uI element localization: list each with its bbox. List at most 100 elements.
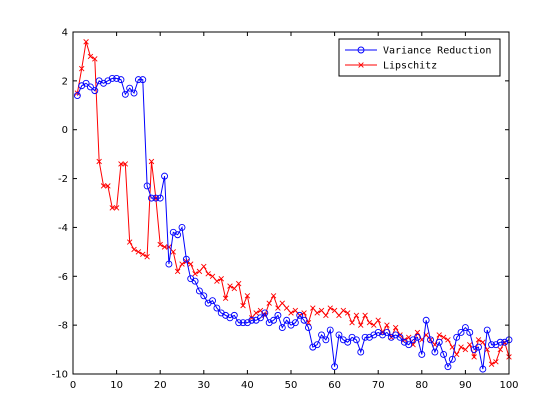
data-point-lipschitz: [414, 329, 421, 336]
data-point-variance-reduction: [195, 287, 203, 295]
data-point-variance-reduction: [91, 87, 99, 95]
data-point-lipschitz: [179, 261, 185, 267]
data-point-lipschitz: [331, 307, 338, 314]
data-point-lipschitz: [266, 300, 272, 306]
data-point-lipschitz: [188, 261, 194, 267]
data-point-lipschitz: [292, 307, 299, 314]
data-point-variance-reduction: [496, 338, 504, 346]
series-variance-reduction: [73, 74, 513, 373]
data-point-variance-reduction: [213, 304, 221, 312]
series-line-variance-reduction: [76, 77, 510, 370]
data-point-lipschitz: [375, 317, 381, 323]
data-point-lipschitz: [340, 307, 347, 314]
data-point-lipschitz: [270, 293, 277, 299]
data-point-lipschitz: [87, 53, 94, 60]
data-point-variance-reduction: [126, 84, 134, 92]
legend: Variance Reduction Lipschitz: [338, 38, 501, 77]
data-point-variance-reduction: [161, 172, 169, 180]
data-point-variance-reduction: [466, 329, 474, 336]
data-point-lipschitz: [440, 334, 447, 341]
data-point-lipschitz: [349, 319, 355, 326]
data-point-lipschitz: [100, 183, 107, 189]
data-point-lipschitz: [201, 263, 207, 270]
data-point-lipschitz: [366, 319, 373, 326]
data-point-lipschitz: [161, 244, 168, 250]
data-point-lipschitz: [174, 268, 181, 275]
data-point-variance-reduction: [200, 292, 208, 300]
y-tick-label: 0: [62, 125, 68, 136]
data-point-lipschitz: [205, 271, 211, 277]
y-tick-label: -10: [52, 370, 68, 381]
data-point-variance-reduction: [182, 255, 190, 263]
x-tick-label: 40: [241, 380, 254, 391]
data-point-variance-reduction: [86, 83, 94, 91]
data-point-variance-reduction: [318, 331, 325, 339]
data-point-variance-reduction: [230, 311, 238, 319]
data-point-variance-reduction: [82, 79, 90, 87]
data-point-lipschitz: [283, 305, 290, 311]
data-point-variance-reduction: [148, 194, 155, 202]
data-point-variance-reduction: [270, 316, 278, 324]
data-point-variance-reduction: [313, 341, 321, 349]
data-point-variance-reduction: [191, 277, 199, 285]
data-point-variance-reduction: [483, 326, 491, 334]
data-point-lipschitz: [183, 258, 190, 265]
data-point-lipschitz: [384, 322, 390, 328]
data-point-variance-reduction: [143, 182, 151, 190]
data-point-lipschitz: [344, 310, 351, 316]
data-point-variance-reduction: [335, 331, 343, 339]
x-tick-label: 30: [197, 380, 210, 391]
y-tick-label: -8: [58, 321, 68, 332]
data-point-lipschitz: [196, 268, 203, 275]
data-point-variance-reduction: [488, 341, 496, 349]
data-point-variance-reduction: [361, 333, 369, 341]
data-point-lipschitz: [227, 283, 233, 289]
data-point-lipschitz: [231, 285, 238, 292]
x-tick-label: 50: [285, 380, 298, 391]
data-point-variance-reduction: [130, 89, 138, 97]
data-point-variance-reduction: [418, 351, 426, 358]
data-point-lipschitz: [135, 249, 142, 255]
data-point-lipschitz: [240, 302, 246, 309]
data-point-lipschitz: [105, 183, 111, 189]
data-point-variance-reduction: [326, 326, 334, 334]
legend-label-variance-reduction: Variance Reduction: [383, 46, 491, 57]
data-point-lipschitz: [235, 280, 242, 287]
data-point-lipschitz: [318, 307, 325, 314]
data-point-variance-reduction: [283, 316, 291, 324]
data-point-lipschitz: [475, 337, 482, 343]
data-point-lipschitz: [131, 246, 137, 253]
data-point-lipschitz: [310, 305, 316, 311]
data-point-lipschitz: [157, 241, 163, 248]
data-point-lipschitz: [192, 271, 198, 277]
x-tick-label: 100: [499, 380, 518, 391]
data-point-variance-reduction: [121, 90, 129, 98]
x-tick-label: 60: [328, 380, 341, 391]
data-point-variance-reduction: [73, 92, 81, 99]
data-point-lipschitz: [458, 344, 464, 350]
data-point-variance-reduction: [405, 341, 413, 349]
data-point-lipschitz: [288, 310, 294, 316]
x-tick-label: 10: [110, 380, 123, 391]
data-point-variance-reduction: [291, 319, 299, 327]
y-tick-label: -2: [58, 174, 68, 185]
data-point-lipschitz: [497, 346, 503, 353]
data-point-lipschitz: [222, 295, 229, 301]
data-point-lipschitz: [358, 322, 364, 328]
data-point-lipschitz: [323, 312, 329, 319]
data-point-lipschitz: [392, 324, 399, 331]
data-point-variance-reduction: [117, 76, 125, 84]
data-point-lipschitz: [279, 300, 285, 306]
x-tick-label: 90: [459, 380, 472, 391]
legend-marker-variance-reduction: [357, 46, 365, 54]
data-point-lipschitz: [148, 158, 155, 165]
data-point-lipschitz: [244, 293, 251, 299]
data-point-lipschitz: [79, 65, 85, 72]
data-point-lipschitz: [126, 239, 133, 245]
data-point-lipschitz: [109, 205, 115, 211]
data-point-variance-reduction: [248, 316, 256, 324]
data-point-variance-reduction: [178, 223, 186, 231]
data-point-variance-reduction: [352, 336, 360, 344]
data-point-lipschitz: [493, 359, 499, 365]
data-point-lipschitz: [362, 312, 368, 319]
